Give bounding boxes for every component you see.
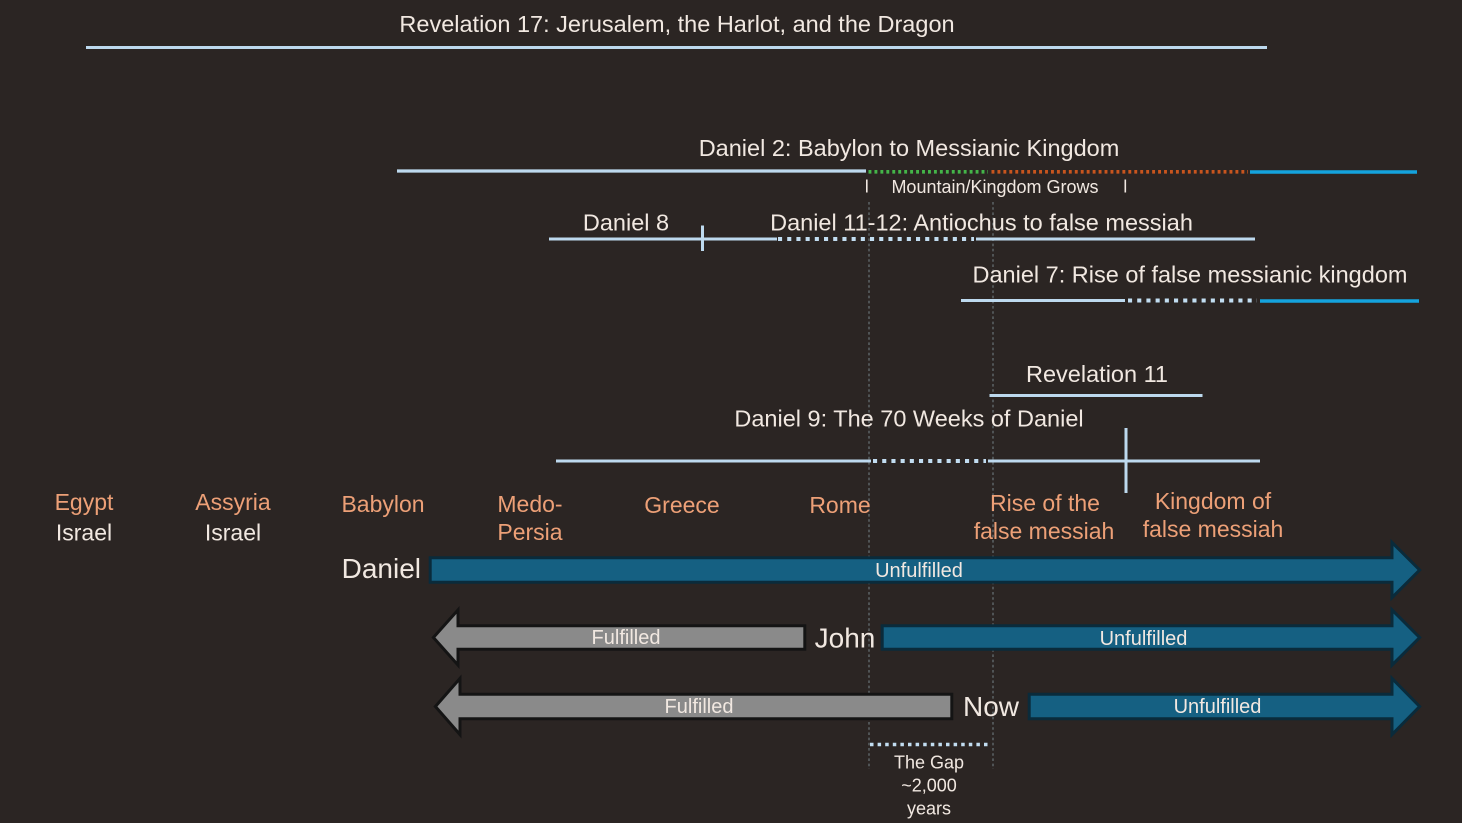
svg-text:Daniel 7: Rise of false messia: Daniel 7: Rise of false messianic kingdo… bbox=[973, 262, 1408, 288]
svg-text:Revelation 17: Jerusalem, the: Revelation 17: Jerusalem, the Harlot, an… bbox=[399, 11, 954, 37]
svg-text:Greece: Greece bbox=[644, 492, 719, 518]
svg-text:Egypt: Egypt bbox=[55, 489, 114, 515]
svg-text:Medo-: Medo- bbox=[497, 491, 562, 517]
svg-text:Daniel: Daniel bbox=[342, 553, 421, 584]
svg-text:Kingdom of: Kingdom of bbox=[1155, 488, 1272, 514]
svg-text:Now: Now bbox=[963, 691, 1020, 722]
svg-text:Fulfilled: Fulfilled bbox=[592, 627, 661, 649]
svg-text:Daniel 2: Babylon to Messianic: Daniel 2: Babylon to Messianic Kingdom bbox=[699, 135, 1120, 161]
svg-text:Mountain/Kingdom Grows: Mountain/Kingdom Grows bbox=[891, 177, 1098, 197]
svg-text:false messiah: false messiah bbox=[974, 518, 1115, 544]
svg-text:Israel: Israel bbox=[205, 520, 261, 546]
svg-text:false messiah: false messiah bbox=[1143, 516, 1284, 542]
svg-text:Unfulfilled: Unfulfilled bbox=[1174, 696, 1262, 718]
svg-text:Rise of the: Rise of the bbox=[990, 490, 1100, 516]
svg-text:Persia: Persia bbox=[497, 519, 562, 545]
svg-text:John: John bbox=[815, 623, 876, 654]
svg-text:Daniel 9: The 70 Weeks of Dani: Daniel 9: The 70 Weeks of Daniel bbox=[734, 406, 1083, 432]
svg-text:Fulfilled: Fulfilled bbox=[665, 696, 734, 718]
svg-text:~2,000: ~2,000 bbox=[901, 776, 957, 796]
svg-text:Revelation 11: Revelation 11 bbox=[1026, 361, 1168, 387]
svg-text:Daniel 11-12: Antiochus to fal: Daniel 11-12: Antiochus to false messiah bbox=[770, 210, 1193, 236]
svg-text:Israel: Israel bbox=[56, 520, 112, 546]
svg-text:Babylon: Babylon bbox=[341, 491, 424, 517]
svg-text:Assyria: Assyria bbox=[195, 489, 271, 515]
svg-text:Unfulfilled: Unfulfilled bbox=[1100, 628, 1188, 650]
svg-text:years: years bbox=[907, 799, 951, 819]
svg-text:The Gap: The Gap bbox=[894, 753, 964, 773]
svg-text:Daniel 8: Daniel 8 bbox=[583, 210, 669, 236]
svg-text:Unfulfilled: Unfulfilled bbox=[875, 560, 963, 582]
svg-text:Rome: Rome bbox=[809, 492, 870, 518]
